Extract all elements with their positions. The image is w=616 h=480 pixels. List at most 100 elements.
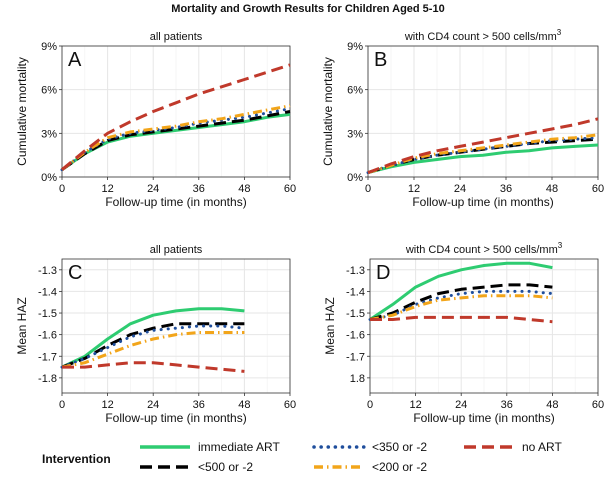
y-tick-label: 6% bbox=[41, 85, 57, 97]
legend-item-lt200: <200 or -2 bbox=[314, 460, 427, 474]
panel-subtitle: all patients bbox=[150, 244, 203, 256]
x-tick-label: 12 bbox=[101, 183, 113, 195]
x-tick-label: 60 bbox=[284, 399, 296, 411]
panels: 0 12 24 36 48 60 0% 3% 6% 9% all patients Follow-up… bbox=[15, 28, 604, 425]
y-axis-label: Mean HAZ bbox=[323, 297, 337, 354]
y-tick-label: 9% bbox=[41, 41, 57, 53]
x-tick-label: 36 bbox=[193, 183, 205, 195]
y-tick-label: -1.7 bbox=[38, 351, 57, 363]
legend-item-noart: no ART bbox=[464, 440, 562, 454]
series-line-immediate bbox=[61, 307, 245, 369]
legend-label: no ART bbox=[522, 440, 562, 454]
series-line-lt200 bbox=[61, 331, 245, 369]
x-tick-label: 48 bbox=[238, 399, 250, 411]
x-tick-label: 48 bbox=[546, 183, 558, 195]
y-axis-label: Cumulative mortality bbox=[321, 57, 335, 166]
series-line-noart bbox=[61, 63, 291, 171]
series-line-lt200 bbox=[369, 294, 553, 321]
legend-item-lt500: <500 or -2 bbox=[140, 460, 253, 474]
x-tick-label: 12 bbox=[409, 399, 421, 411]
y-tick-label: -1.8 bbox=[38, 373, 57, 385]
y-tick-label: -1.4 bbox=[346, 286, 365, 298]
series-line-immediate bbox=[369, 261, 553, 321]
legend-title: Intervention bbox=[42, 452, 111, 466]
series-line-lt350 bbox=[368, 289, 554, 321]
x-axis-label: Follow-up time (in months) bbox=[105, 411, 246, 425]
y-tick-label: -1.6 bbox=[38, 330, 57, 342]
series-line-lt500 bbox=[61, 110, 291, 171]
y-tick-label: -1.6 bbox=[346, 330, 365, 342]
y-tick-label: -1.4 bbox=[38, 286, 57, 298]
y-tick-label: -1.3 bbox=[346, 265, 365, 277]
x-tick-label: 24 bbox=[147, 183, 159, 195]
y-tick-label: -1.7 bbox=[346, 351, 365, 363]
subtitle-text: with CD4 count > 500 cells/mm bbox=[405, 244, 558, 256]
legend-label: <200 or -2 bbox=[372, 460, 427, 474]
panel-subtitle: all patients bbox=[150, 31, 203, 43]
series-line-lt200 bbox=[61, 104, 291, 171]
legend-label: immediate ART bbox=[198, 440, 280, 454]
subtitle-superscript: 3 bbox=[557, 28, 562, 37]
y-tick-label: 1.8 bbox=[350, 373, 365, 385]
panel-letter: D bbox=[376, 262, 390, 284]
series-line-noart bbox=[370, 315, 553, 324]
series-line-immediate bbox=[367, 143, 599, 175]
series-line-lt500 bbox=[369, 283, 553, 321]
subtitle-text: all patients bbox=[150, 31, 203, 43]
y-tick-label: -1.3 bbox=[38, 265, 57, 277]
panel-letter: A bbox=[68, 49, 82, 71]
y-tick-label: 3% bbox=[41, 128, 57, 140]
x-tick-label: 36 bbox=[193, 399, 205, 411]
legend-item-immediate: immediate ART bbox=[140, 440, 280, 454]
subtitle-text: all patients bbox=[150, 244, 203, 256]
legend: Intervention immediate ART <500 or -2 <350 … bbox=[42, 440, 562, 474]
y-axis-label: Cumulative mortality bbox=[15, 57, 29, 166]
series-line-noart bbox=[367, 117, 599, 175]
panel-subtitle: with CD4 count > 500 cells/mm3 bbox=[405, 241, 563, 256]
y-tick-label: 3% bbox=[347, 128, 363, 140]
panel-a: 0 12 24 36 48 60 0% 3% 6% 9% all patients Follow-up… bbox=[15, 31, 296, 209]
series-line-lt500 bbox=[61, 322, 245, 369]
panel-subtitle: with CD4 count > 500 cells/mm3 bbox=[404, 28, 562, 43]
legend-label: <350 or -2 bbox=[372, 440, 427, 454]
x-tick-label: 0 bbox=[59, 183, 65, 195]
x-axis-label: Follow-up time (in months) bbox=[105, 195, 246, 209]
panel-letter: C bbox=[68, 262, 82, 284]
y-tick-label: 0% bbox=[41, 172, 57, 184]
legend-label: <500 or -2 bbox=[198, 460, 253, 474]
panel-letter: B bbox=[374, 49, 387, 71]
x-tick-label: 12 bbox=[408, 183, 420, 195]
x-axis-label: Follow-up time (in months) bbox=[412, 195, 553, 209]
panel-d: 0 12 24 36 48 60 1.8 -1.7 -1.6 -1.5 -1.4 -1.3 with C… bbox=[323, 241, 604, 425]
panel-c: 0 12 24 36 48 60 -1.8 -1.7 -1.6 -1.5 -1.4 -1.3 all p… bbox=[15, 244, 296, 425]
x-tick-label: 0 bbox=[59, 399, 65, 411]
subtitle-superscript: 3 bbox=[558, 241, 563, 250]
x-tick-label: 60 bbox=[592, 183, 604, 195]
y-tick-label: 9% bbox=[347, 41, 363, 53]
x-tick-label: 24 bbox=[454, 183, 466, 195]
x-tick-label: 60 bbox=[284, 183, 296, 195]
x-tick-label: 36 bbox=[500, 183, 512, 195]
panel-border bbox=[367, 45, 599, 178]
y-axis-label: Mean HAZ bbox=[15, 297, 29, 354]
x-tick-label: 12 bbox=[101, 399, 113, 411]
legend-item-lt350: <350 or -2 bbox=[312, 440, 427, 454]
x-tick-label: 24 bbox=[455, 399, 467, 411]
x-tick-label: 0 bbox=[367, 399, 373, 411]
subtitle-text: with CD4 count > 500 cells/mm bbox=[404, 31, 557, 43]
panel-border bbox=[369, 258, 599, 394]
y-tick-label: -1.5 bbox=[38, 308, 57, 320]
panel-b: 0 12 24 36 48 60 0% 3% 6% 9% with CD4 count > 500 … bbox=[321, 28, 604, 209]
y-tick-label: -1.5 bbox=[346, 308, 365, 320]
x-axis-label: Follow-up time (in months) bbox=[413, 411, 554, 425]
panel-border bbox=[61, 258, 291, 394]
x-tick-label: 24 bbox=[147, 399, 159, 411]
x-tick-label: 60 bbox=[592, 399, 604, 411]
x-tick-label: 36 bbox=[501, 399, 513, 411]
x-tick-label: 48 bbox=[546, 399, 558, 411]
x-tick-label: 48 bbox=[238, 183, 250, 195]
y-tick-label: 6% bbox=[347, 85, 363, 97]
figure-title: Mortality and Growth Results for Childre… bbox=[171, 3, 444, 15]
y-tick-label: 0% bbox=[347, 172, 363, 184]
